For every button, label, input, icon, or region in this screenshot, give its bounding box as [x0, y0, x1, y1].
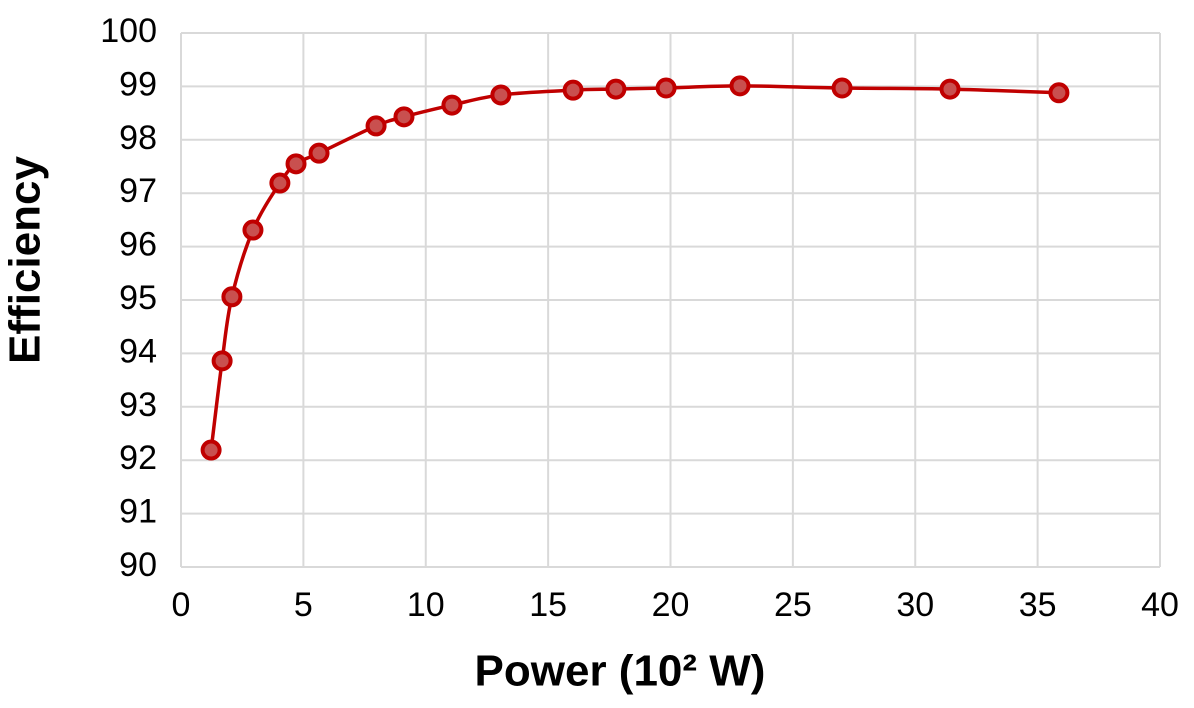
data-point	[211, 350, 233, 372]
data-point	[562, 79, 584, 101]
y-tick-label: 97	[119, 172, 157, 210]
x-tick-label: 5	[294, 586, 313, 624]
data-point	[1048, 82, 1070, 104]
y-tick-label: 96	[119, 226, 157, 264]
data-point	[655, 77, 677, 99]
y-tick-label: 98	[119, 119, 157, 157]
data-point	[221, 286, 243, 308]
data-point	[269, 172, 291, 194]
data-point	[939, 78, 961, 100]
y-tick-label: 100	[100, 12, 157, 50]
data-point	[365, 115, 387, 137]
x-tick-label: 40	[1141, 586, 1179, 624]
y-tick-label: 99	[119, 65, 157, 103]
data-point	[729, 75, 751, 97]
data-point	[831, 77, 853, 99]
x-axis-label: Power (10² W)	[475, 647, 766, 696]
y-tick-label: 94	[119, 332, 157, 370]
data-point	[200, 439, 222, 461]
data-point	[393, 106, 415, 128]
x-tick-label: 25	[774, 586, 812, 624]
x-tick-label: 30	[896, 586, 934, 624]
x-tick-label: 15	[529, 586, 567, 624]
data-point	[490, 84, 512, 106]
y-tick-label: 95	[119, 279, 157, 317]
y-tick-label: 93	[119, 386, 157, 424]
y-tick-label: 92	[119, 439, 157, 477]
x-tick-label: 35	[1019, 586, 1057, 624]
x-tick-label: 0	[172, 586, 191, 624]
data-point	[308, 142, 330, 164]
y-axis-label: Efficiency	[1, 156, 50, 364]
y-tick-label: 91	[119, 493, 157, 531]
x-tick-label: 20	[652, 586, 690, 624]
y-tick-label: 90	[119, 546, 157, 584]
data-point	[242, 219, 264, 241]
data-point	[605, 78, 627, 100]
data-point	[285, 153, 307, 175]
x-tick-label: 10	[407, 586, 445, 624]
data-point	[441, 94, 463, 116]
